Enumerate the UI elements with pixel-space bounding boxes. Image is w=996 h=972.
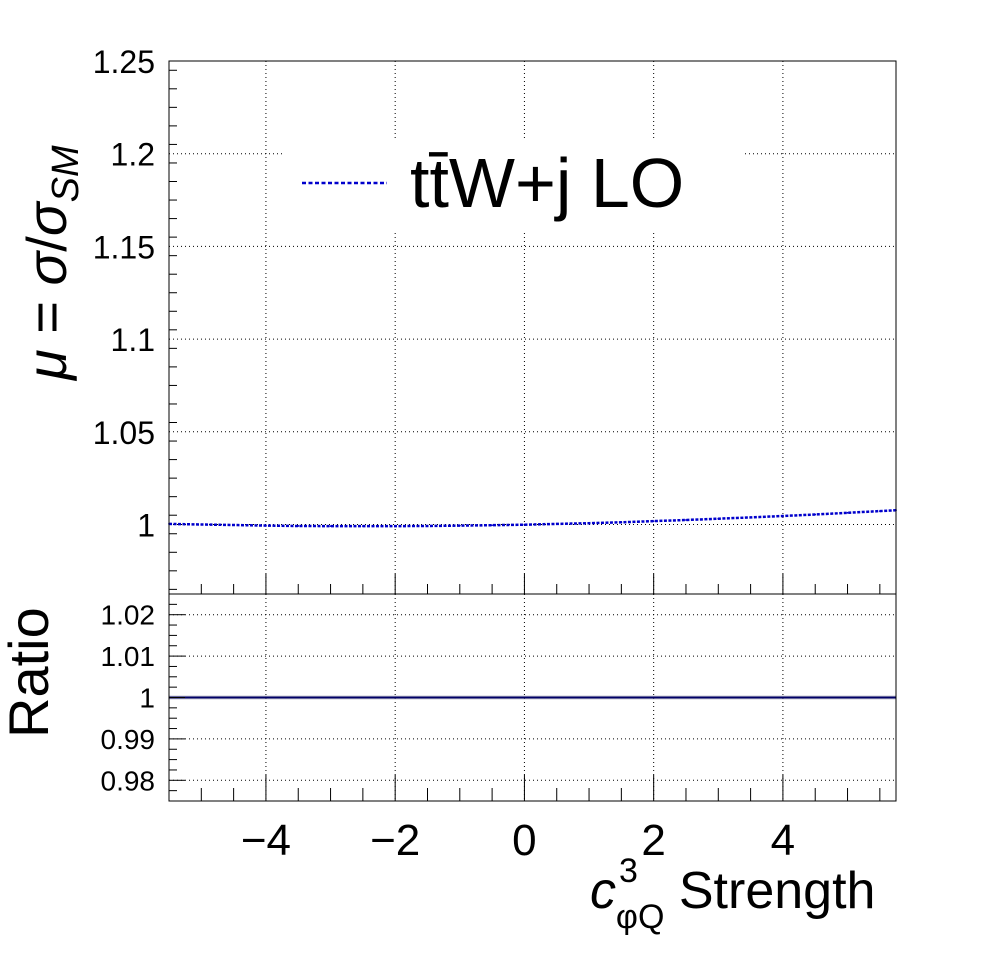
bottom-ytick-label-3: 1.01 bbox=[101, 641, 156, 672]
top-panel-ticks bbox=[168, 69, 881, 594]
series-point bbox=[717, 517, 720, 520]
bottom-ytick-label-4: 1.02 bbox=[101, 600, 156, 631]
top-ytick-label-5: 1.25 bbox=[93, 44, 155, 80]
legend: tt̄W+j LO bbox=[282, 140, 742, 230]
bottom-panel-ticks bbox=[168, 593, 881, 802]
series-point bbox=[814, 513, 817, 516]
series-point bbox=[394, 525, 397, 528]
bottom-xtick-label-1: −2 bbox=[370, 816, 420, 865]
series-point bbox=[846, 511, 849, 514]
series-point bbox=[652, 520, 655, 523]
series-point bbox=[588, 522, 590, 525]
top-ytick-label-0: 1 bbox=[137, 507, 155, 543]
bottom-ytick-label-0: 0.98 bbox=[101, 765, 156, 796]
series-point bbox=[329, 525, 332, 528]
bottom-xtick-label-0: −4 bbox=[241, 816, 291, 865]
series-point bbox=[265, 524, 267, 527]
series-point bbox=[749, 516, 752, 519]
bottom-panel-grid bbox=[169, 594, 896, 801]
series-point bbox=[878, 510, 881, 513]
series-point bbox=[232, 524, 235, 526]
top-y-axis-title: μ = σ/σSM bbox=[15, 145, 87, 382]
series-point bbox=[200, 523, 203, 526]
series-point bbox=[491, 524, 494, 527]
series-point bbox=[555, 523, 558, 525]
series-point bbox=[523, 523, 526, 526]
series-point bbox=[426, 525, 429, 527]
top-ytick-label-3: 1.15 bbox=[93, 229, 155, 265]
series-point bbox=[782, 515, 784, 517]
legend-label: tt̄W+j LO bbox=[410, 144, 684, 222]
bottom-xtick-label-2: 0 bbox=[512, 816, 536, 865]
bottom-ytick-label-1: 0.99 bbox=[101, 724, 156, 755]
series-point bbox=[361, 525, 364, 528]
top-ytick-label-4: 1.2 bbox=[111, 137, 155, 173]
x-axis-title: c3 φQ Strength bbox=[590, 852, 875, 936]
bottom-ytick-label-2: 1 bbox=[139, 683, 155, 714]
series-point bbox=[685, 519, 687, 521]
bottom-y-axis-title: Ratio bbox=[0, 607, 60, 738]
bottom-panel-ytick-labels: 0.98 0.99 1 1.01 1.02 bbox=[101, 600, 156, 797]
top-ytick-label-1: 1.05 bbox=[93, 415, 155, 451]
bottom-xtick-label-3: 2 bbox=[641, 816, 665, 865]
top-ytick-label-2: 1.1 bbox=[111, 322, 155, 358]
legend-box bbox=[282, 140, 742, 230]
series-point bbox=[620, 521, 623, 524]
bottom-panel-xtick-labels: −4 −2 0 2 4 bbox=[241, 816, 795, 865]
top-panel-ytick-labels: 1 1.05 1.1 1.15 1.2 1.25 bbox=[93, 44, 155, 543]
bottom-xtick-label-4: 4 bbox=[771, 816, 795, 865]
series-line-ttW bbox=[168, 508, 897, 528]
series-point bbox=[297, 525, 300, 527]
series-point bbox=[458, 524, 461, 527]
